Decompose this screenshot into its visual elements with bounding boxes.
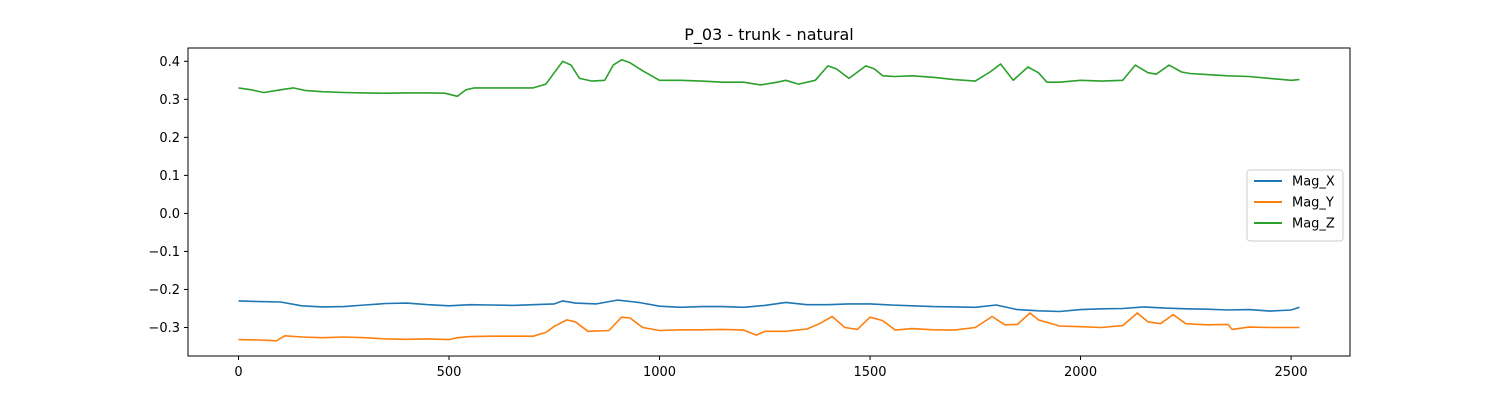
series-line-mag-z [238, 58, 1300, 98]
plot-frame [187, 47, 1351, 357]
legend-label-mag-x: Mag_X [1292, 175, 1335, 190]
series-layer [238, 58, 1300, 342]
axes-layer: 0 500 1000 1500 2000 2500 −0.3 −0.2 −0.1 0.0 0.1 0.… [148, 47, 1351, 380]
y-tick-label: 0.4 [159, 55, 180, 70]
legend-label-mag-y: Mag_Y [1292, 196, 1334, 211]
series-line-mag-x [238, 299, 1300, 313]
x-tick-label: 1000 [643, 365, 676, 380]
y-tick-label: 0.1 [159, 169, 180, 184]
y-tick-label: 0.2 [159, 131, 180, 146]
y-tick-label: 0.0 [159, 207, 180, 222]
series-line-mag-y [238, 312, 1300, 342]
x-tick-label: 2000 [1064, 365, 1097, 380]
x-tick-label: 0 [234, 365, 242, 380]
x-tick-label: 2500 [1275, 365, 1308, 380]
x-tick-label: 1500 [853, 365, 886, 380]
y-tick-label: −0.1 [148, 245, 180, 260]
x-tick-label: 500 [437, 365, 462, 380]
legend: Mag_X Mag_Y Mag_Z [1246, 169, 1344, 242]
y-tick-label: −0.2 [148, 283, 180, 298]
y-tick-label: −0.3 [148, 321, 180, 336]
chart-title: P_03 - trunk - natural [684, 25, 853, 45]
y-tick-label: 0.3 [159, 93, 180, 108]
legend-label-mag-z: Mag_Z [1292, 217, 1335, 232]
